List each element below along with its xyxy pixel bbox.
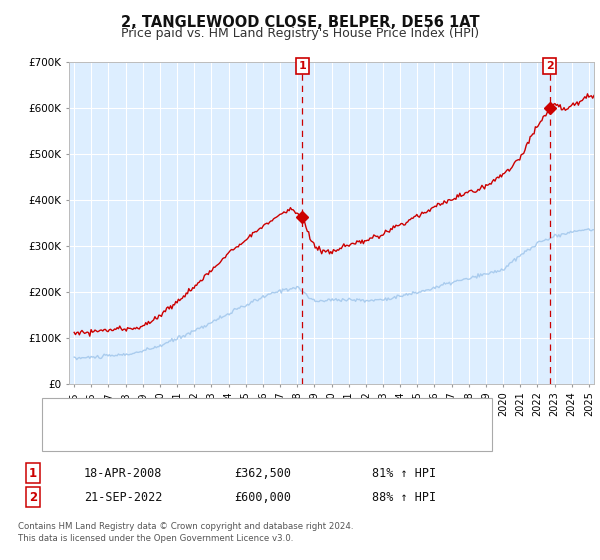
Text: 1: 1 [298,61,306,71]
Text: ────: ──── [51,430,81,443]
Text: 2, TANGLEWOOD CLOSE, BELPER, DE56 1AT (detached house): 2, TANGLEWOOD CLOSE, BELPER, DE56 1AT (d… [81,407,428,417]
Text: £362,500: £362,500 [234,466,291,480]
Text: 2: 2 [29,491,37,504]
Text: 1: 1 [29,466,37,480]
Text: HPI: Average price, detached house, Amber Valley: HPI: Average price, detached house, Ambe… [81,431,361,441]
Text: £600,000: £600,000 [234,491,291,504]
Text: Contains HM Land Registry data © Crown copyright and database right 2024.
This d: Contains HM Land Registry data © Crown c… [18,522,353,543]
Text: 21-SEP-2022: 21-SEP-2022 [84,491,163,504]
Text: 2, TANGLEWOOD CLOSE, BELPER, DE56 1AT: 2, TANGLEWOOD CLOSE, BELPER, DE56 1AT [121,15,479,30]
Text: 2: 2 [546,61,554,71]
Text: Price paid vs. HM Land Registry's House Price Index (HPI): Price paid vs. HM Land Registry's House … [121,27,479,40]
Text: ────: ──── [51,405,81,418]
Text: 18-APR-2008: 18-APR-2008 [84,466,163,480]
Text: 81% ↑ HPI: 81% ↑ HPI [372,466,436,480]
Text: 88% ↑ HPI: 88% ↑ HPI [372,491,436,504]
